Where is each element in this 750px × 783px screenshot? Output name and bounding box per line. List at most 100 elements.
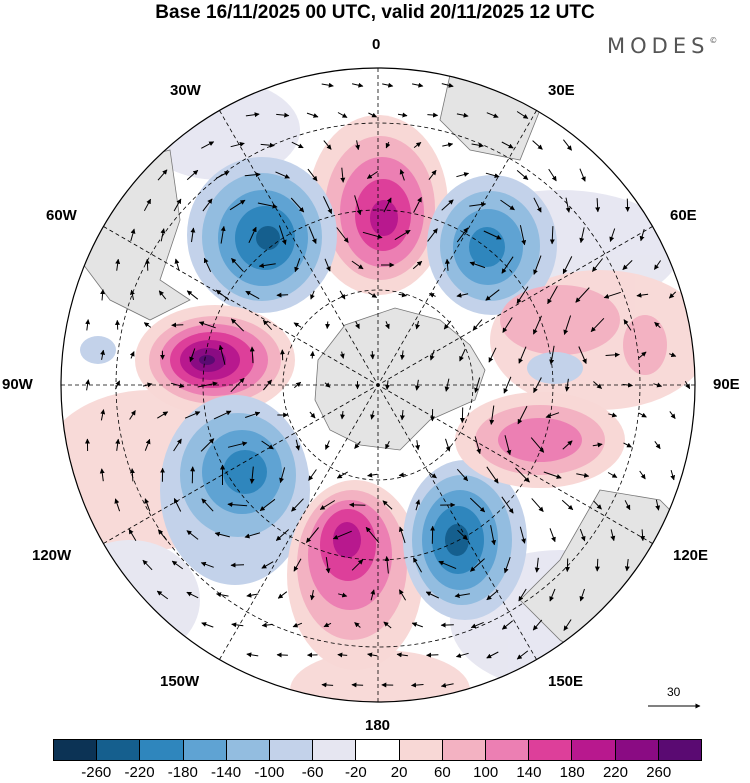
wind-vector (532, 619, 543, 631)
wind-vector (623, 319, 632, 331)
wind-vector (230, 377, 245, 393)
wind-vector (129, 289, 135, 300)
wind-vector (384, 321, 390, 330)
wind-vector (518, 588, 527, 602)
brand-name: MODES (607, 34, 710, 58)
wind-vector (459, 348, 466, 362)
colorbar-tick-label: 60 (434, 764, 451, 781)
wind-vector (579, 528, 586, 542)
wind-vector (369, 350, 375, 360)
wind-vector (543, 471, 562, 479)
wind-vector (190, 227, 196, 243)
wind-vector (622, 260, 633, 270)
wind-vector (249, 346, 255, 364)
wind-vector (483, 230, 502, 240)
wind-vector (470, 558, 485, 572)
wind-vector (668, 291, 677, 299)
wind-vector (293, 558, 302, 572)
wind-vector (610, 529, 616, 542)
wind-vectors (84, 82, 691, 688)
wind-vector (186, 530, 199, 540)
wind-vector (427, 228, 438, 242)
wind-vector (354, 195, 362, 216)
wind-vector (325, 321, 331, 329)
wind-vector (414, 379, 420, 391)
wind-vector (501, 620, 514, 630)
colorbar-swatch (529, 740, 573, 760)
wind-vector (220, 225, 226, 244)
wind-vector (428, 169, 437, 181)
wind-vector (415, 440, 421, 451)
wind-vector (321, 82, 334, 88)
wind-vector (100, 409, 106, 421)
wind-vector (227, 502, 248, 508)
chart-title: Base 16/11/2025 00 UTC, valid 20/11/2025… (155, 2, 595, 23)
wind-vector (440, 682, 454, 688)
wind-vector (246, 592, 259, 598)
wind-vector (594, 558, 600, 572)
wind-vector (351, 682, 364, 688)
wind-vector (444, 378, 450, 392)
wind-vector (292, 622, 303, 628)
wind-vector (593, 381, 602, 389)
wind-vector (504, 435, 512, 456)
wind-vector (415, 499, 421, 511)
wind-vector (227, 441, 248, 448)
wind-vector (368, 292, 378, 298)
wind-vector (336, 471, 348, 479)
colorbar-tick-label: -100 (254, 764, 285, 781)
wind-vector (249, 466, 255, 484)
wind-vector (486, 112, 499, 118)
wind-vector (277, 591, 288, 599)
wind-vector (563, 139, 572, 151)
wind-vector (142, 559, 153, 571)
wind-vector (638, 351, 647, 359)
wind-vector (456, 292, 469, 298)
wind-vector (276, 292, 289, 298)
wind-vector (425, 591, 440, 599)
wind-vector (415, 320, 421, 330)
wind-vector (144, 438, 151, 451)
wind-vector (545, 412, 560, 419)
wind-vector (530, 437, 545, 453)
wind-vector (306, 527, 319, 543)
wind-vector (308, 469, 317, 481)
wind-vector (564, 378, 570, 392)
wind-vector (501, 141, 514, 149)
wind-vector (99, 468, 105, 482)
wind-vector (412, 557, 423, 573)
wind-vector (307, 168, 318, 182)
wind-vector (230, 318, 245, 332)
wind-vector (231, 622, 244, 628)
wind-vector (456, 227, 469, 243)
colorbar-swatch (658, 740, 702, 760)
wind-vector (549, 226, 555, 245)
wind-vector (186, 290, 199, 300)
wind-vector (319, 500, 336, 510)
colorbar-tick-label: 100 (473, 764, 499, 781)
wind-vector (455, 652, 469, 658)
wind-vector (427, 112, 439, 118)
wind-vector (561, 499, 574, 511)
wind-vector (518, 346, 527, 364)
wind-vector (456, 468, 469, 482)
wind-vector (294, 258, 301, 273)
wind-vector (533, 255, 542, 275)
wind-vector (456, 172, 470, 178)
wind-vector (291, 498, 304, 512)
wind-vector (383, 621, 392, 629)
colorbar-tick-label: 180 (559, 764, 585, 781)
wind-vector (173, 198, 182, 212)
colorbar-tick-label: -180 (167, 764, 198, 781)
wind-vector (592, 258, 603, 272)
wind-vector (275, 529, 290, 541)
anomaly-center-180 (287, 480, 423, 670)
wind-vector (290, 197, 305, 213)
wind-vector (310, 290, 315, 300)
wind-vector (309, 590, 315, 601)
colorbar-swatch (183, 740, 227, 760)
wind-vector (129, 410, 136, 420)
wind-vector (229, 199, 246, 211)
wind-vector (444, 258, 450, 271)
wind-vector (534, 557, 540, 573)
